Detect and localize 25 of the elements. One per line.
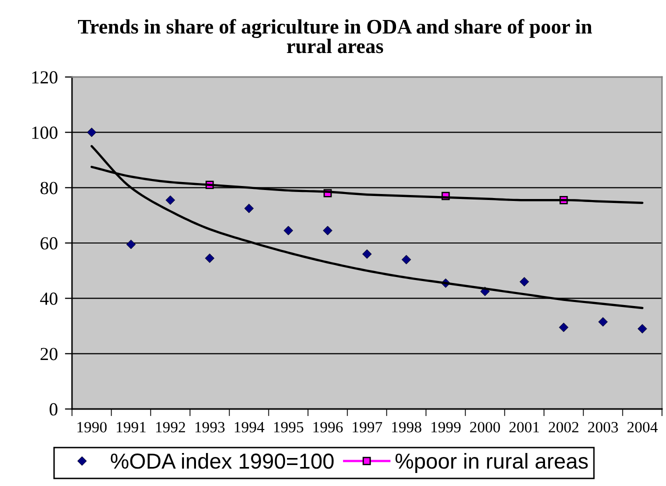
legend-label: %poor in rural areas (395, 452, 588, 474)
y-tick-label: 40 (40, 292, 58, 305)
x-tick-label: 2001 (509, 422, 539, 432)
x-tick-label: 1992 (156, 422, 186, 432)
x-tick-label: 2003 (588, 422, 618, 432)
chart-title: Trends in share of agriculture in ODA and share of poor in rural areas (78, 19, 592, 54)
x-tick-label: 1991 (116, 422, 146, 432)
x-tick-label: 1996 (313, 422, 343, 432)
y-tick-label: 80 (40, 182, 58, 194)
x-tick-label: 1997 (352, 422, 382, 432)
y-tick-label: 60 (40, 237, 58, 250)
x-tick-label: 1998 (392, 422, 422, 432)
y-tick-label: 20 (40, 348, 58, 360)
legend-label: %ODA index 1990=100 (110, 452, 334, 469)
y-tick-label: 100 (32, 126, 58, 139)
x-tick-label: 1990 (77, 422, 107, 432)
y-tick-label: 120 (32, 71, 58, 84)
x-tick-label: 2004 (627, 422, 658, 432)
x-tick-label: 1993 (195, 422, 225, 432)
x-tick-label: 2002 (548, 422, 578, 432)
x-tick-label: 1999 (431, 422, 461, 432)
x-tick-label: 2000 (470, 422, 500, 432)
x-tick-label: 1994 (234, 422, 264, 432)
x-tick-label: 1995 (274, 422, 304, 432)
y-tick-label: 0 (50, 403, 58, 416)
